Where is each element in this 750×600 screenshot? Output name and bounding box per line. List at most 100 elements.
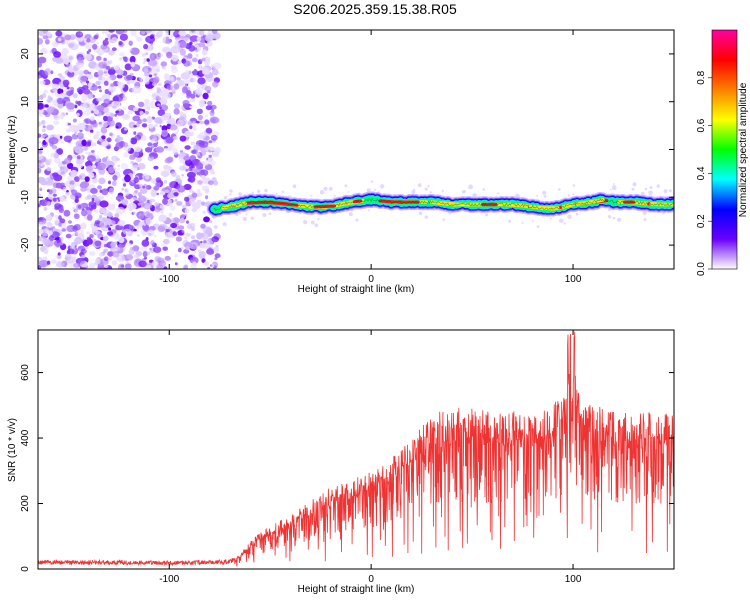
noise-speckle: [158, 214, 167, 221]
noise-speckle: [114, 113, 117, 117]
noise-speckle: [107, 34, 111, 38]
noise-speckle: [89, 234, 94, 238]
noise-speckle: [128, 48, 133, 52]
x-tick-label: 0: [368, 274, 374, 285]
noise-speckle: [184, 236, 188, 240]
faint-speckle: [611, 185, 617, 191]
noise-speckle: [209, 116, 220, 124]
noise-speckle: [169, 75, 174, 81]
noise-speckle: [162, 238, 170, 245]
noise-speckle: [87, 155, 96, 162]
noise-speckle: [58, 255, 62, 259]
noise-speckle: [112, 251, 120, 258]
noise-speckle: [149, 198, 156, 203]
noise-speckle: [115, 125, 119, 129]
faint-speckle: [542, 190, 547, 195]
noise-speckle: [94, 163, 98, 166]
noise-speckle: [87, 214, 93, 221]
noise-speckle: [76, 112, 80, 117]
noise-speckle: [105, 76, 112, 82]
faint-speckle: [347, 191, 350, 193]
noise-speckle: [90, 187, 98, 194]
faint-speckle: [366, 188, 371, 193]
noise-speckle: [176, 77, 181, 81]
noise-speckle: [38, 74, 42, 80]
noise-speckle: [90, 110, 94, 114]
colorbar-frame: [711, 29, 738, 270]
noise-speckle: [84, 246, 89, 250]
noise-speckle: [206, 40, 213, 47]
y-tick-label: -10: [20, 190, 31, 205]
noise-speckle: [127, 202, 137, 210]
noise-speckle: [108, 167, 115, 174]
noise-speckle: [160, 61, 167, 67]
noise-speckle: [124, 188, 128, 192]
noise-speckle: [122, 183, 127, 187]
noise-speckle: [67, 123, 72, 126]
noise-speckle: [134, 134, 142, 141]
noise-speckle: [139, 183, 143, 188]
snr-y-ticks: 0 200 400 600: [20, 364, 674, 572]
noise-speckle: [159, 89, 169, 97]
noise-speckle: [196, 36, 202, 42]
noise-speckle: [149, 34, 155, 40]
noise-speckle: [155, 146, 164, 153]
noise-speckle: [205, 127, 213, 134]
noise-speckle: [205, 114, 208, 118]
noise-speckle: [116, 254, 127, 262]
spectrogram-x-ticks: -100 0 100: [159, 30, 582, 285]
noise-speckle: [142, 251, 148, 258]
noise-speckle: [61, 228, 66, 232]
noise-speckle: [180, 105, 184, 110]
noise-speckle: [128, 224, 133, 230]
noise-speckle: [169, 124, 178, 131]
noise-speckle: [123, 30, 128, 33]
noise-speckle: [196, 152, 201, 156]
faint-speckle: [632, 182, 637, 187]
noise-speckle: [133, 211, 137, 215]
noise-speckle: [52, 193, 57, 197]
noise-speckle: [183, 155, 190, 161]
faint-speckle: [572, 184, 576, 187]
noise-speckle: [184, 208, 190, 214]
faint-speckle: [222, 222, 227, 227]
noise-speckle: [149, 247, 152, 251]
noise-speckle: [177, 247, 182, 253]
noise-speckle: [119, 57, 123, 61]
faint-speckle: [367, 209, 370, 212]
noise-speckle: [146, 199, 150, 204]
noise-speckle: [184, 130, 192, 138]
noise-speckle: [46, 167, 52, 172]
noise-speckle: [91, 197, 95, 202]
noise-speckle: [133, 131, 137, 135]
noise-speckle: [77, 75, 88, 83]
noise-speckle: [206, 248, 215, 255]
noise-speckle: [38, 133, 42, 138]
noise-speckle: [179, 48, 186, 56]
faint-speckle: [380, 184, 385, 189]
noise-speckle: [202, 69, 210, 75]
noise-speckle: [127, 110, 133, 115]
faint-speckle: [575, 213, 579, 216]
faint-speckle: [521, 221, 524, 224]
noise-speckle: [103, 98, 111, 105]
noise-speckle: [171, 88, 176, 92]
noise-speckle: [154, 205, 161, 213]
noise-speckle: [75, 62, 84, 69]
noise-speckle: [46, 221, 53, 228]
noise-speckle: [119, 52, 125, 57]
noise-speckle: [98, 85, 102, 89]
noise-speckle: [197, 77, 206, 85]
noise-speckle: [203, 216, 210, 223]
noise-speckle: [123, 152, 130, 158]
noise-speckle: [178, 111, 184, 116]
noise-speckle: [67, 248, 75, 255]
noise-speckle: [207, 266, 211, 269]
noise-speckle: [69, 180, 75, 186]
faint-speckle: [631, 187, 635, 191]
faint-speckle: [411, 190, 416, 194]
noise-speckle: [103, 71, 107, 74]
noise-speckle: [165, 39, 171, 44]
noise-speckle: [141, 239, 150, 247]
noise-speckle: [207, 180, 214, 185]
